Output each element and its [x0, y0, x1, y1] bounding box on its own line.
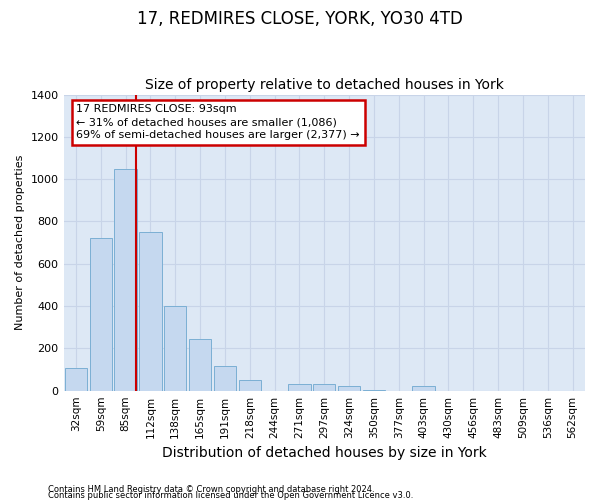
- Bar: [288, 384, 311, 390]
- Bar: [189, 339, 211, 390]
- Y-axis label: Number of detached properties: Number of detached properties: [15, 155, 25, 330]
- Bar: [139, 232, 161, 390]
- Bar: [313, 384, 335, 390]
- Bar: [338, 386, 360, 390]
- Bar: [89, 238, 112, 390]
- Bar: [412, 386, 435, 390]
- Bar: [65, 368, 87, 390]
- Bar: [214, 366, 236, 390]
- Title: Size of property relative to detached houses in York: Size of property relative to detached ho…: [145, 78, 504, 92]
- Bar: [239, 380, 261, 390]
- Text: Contains HM Land Registry data © Crown copyright and database right 2024.: Contains HM Land Registry data © Crown c…: [48, 485, 374, 494]
- Bar: [115, 168, 137, 390]
- X-axis label: Distribution of detached houses by size in York: Distribution of detached houses by size …: [162, 446, 487, 460]
- Bar: [164, 306, 187, 390]
- Text: 17 REDMIRES CLOSE: 93sqm
← 31% of detached houses are smaller (1,086)
69% of sem: 17 REDMIRES CLOSE: 93sqm ← 31% of detach…: [76, 104, 360, 141]
- Text: 17, REDMIRES CLOSE, YORK, YO30 4TD: 17, REDMIRES CLOSE, YORK, YO30 4TD: [137, 10, 463, 28]
- Text: Contains public sector information licensed under the Open Government Licence v3: Contains public sector information licen…: [48, 491, 413, 500]
